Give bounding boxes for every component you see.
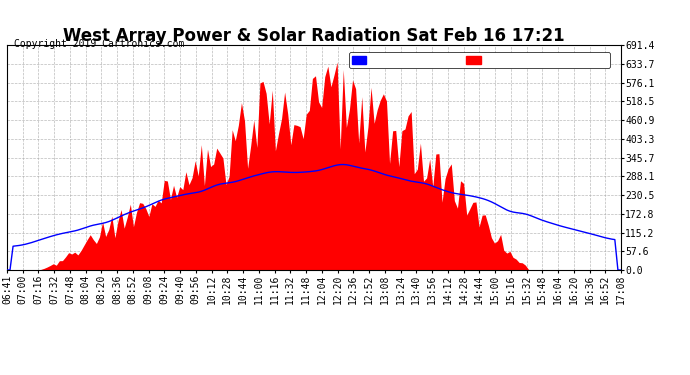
Text: Copyright 2019 Cartronics.com: Copyright 2019 Cartronics.com	[14, 39, 184, 50]
Title: West Array Power & Solar Radiation Sat Feb 16 17:21: West Array Power & Solar Radiation Sat F…	[63, 27, 564, 45]
Legend: Radiation (w/m2), West Array (DC Watts): Radiation (w/m2), West Array (DC Watts)	[349, 52, 610, 68]
